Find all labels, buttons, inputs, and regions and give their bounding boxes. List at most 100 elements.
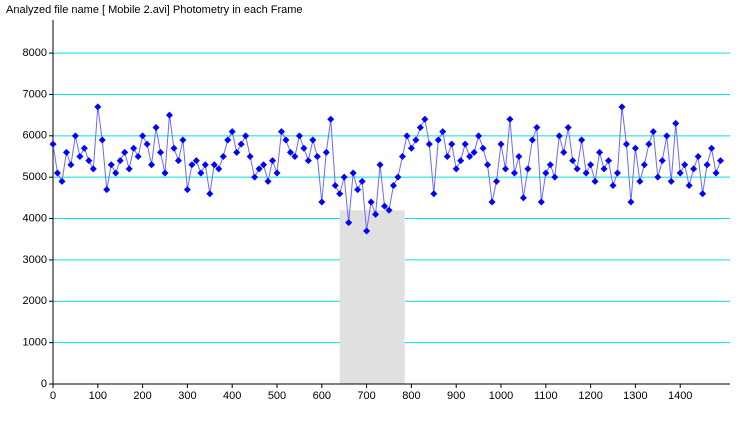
data-point bbox=[448, 140, 456, 148]
data-point bbox=[264, 177, 272, 185]
data-point bbox=[107, 161, 115, 169]
data-point bbox=[672, 119, 680, 127]
data-point bbox=[354, 186, 362, 194]
data-point bbox=[358, 177, 366, 185]
data-point bbox=[524, 165, 532, 173]
y-tick-label: 7000 bbox=[23, 88, 47, 100]
y-tick-label: 4000 bbox=[23, 212, 47, 224]
data-point bbox=[394, 173, 402, 181]
data-point bbox=[224, 136, 232, 144]
data-point bbox=[699, 190, 707, 198]
data-point bbox=[345, 219, 353, 227]
data-point bbox=[76, 153, 84, 160]
data-point bbox=[667, 177, 675, 185]
x-tick-label: 1400 bbox=[668, 390, 692, 402]
data-point bbox=[551, 173, 559, 181]
data-point bbox=[157, 148, 165, 156]
data-point bbox=[470, 148, 478, 156]
data-point bbox=[49, 140, 57, 148]
data-point bbox=[385, 206, 393, 214]
data-point bbox=[622, 140, 630, 148]
data-point bbox=[336, 190, 344, 198]
data-point bbox=[53, 169, 61, 177]
data-point bbox=[560, 148, 568, 156]
data-point bbox=[569, 157, 577, 165]
data-point bbox=[605, 157, 613, 165]
data-point bbox=[582, 169, 590, 177]
data-point bbox=[681, 161, 689, 169]
data-point bbox=[125, 165, 133, 173]
data-point bbox=[228, 128, 236, 136]
data-point bbox=[188, 161, 196, 169]
data-point bbox=[161, 169, 169, 177]
data-point bbox=[515, 153, 523, 160]
data-point bbox=[206, 190, 214, 198]
data-point bbox=[170, 144, 178, 152]
data-point bbox=[269, 157, 277, 165]
data-point bbox=[555, 132, 563, 140]
data-point bbox=[282, 136, 290, 144]
data-point bbox=[591, 177, 599, 185]
x-tick-label: 100 bbox=[89, 390, 107, 402]
data-point bbox=[318, 198, 326, 206]
data-point bbox=[618, 103, 626, 111]
data-point bbox=[197, 169, 205, 177]
data-point bbox=[134, 153, 142, 160]
x-tick-label: 1100 bbox=[534, 390, 558, 402]
data-point bbox=[389, 181, 397, 189]
data-point bbox=[367, 198, 375, 206]
x-tick-label: 0 bbox=[50, 390, 56, 402]
data-point bbox=[407, 144, 415, 152]
data-point bbox=[98, 136, 106, 144]
data-point bbox=[658, 157, 666, 165]
data-point bbox=[89, 165, 97, 173]
x-tick-label: 1200 bbox=[578, 390, 602, 402]
data-point bbox=[645, 140, 653, 148]
data-point bbox=[546, 161, 554, 169]
chart-title: Analyzed file name [ Mobile 2.avi] Photo… bbox=[6, 4, 303, 16]
data-point bbox=[613, 169, 621, 177]
data-point bbox=[542, 169, 550, 177]
data-point bbox=[493, 177, 501, 185]
data-point bbox=[717, 157, 725, 165]
y-tick-label: 1000 bbox=[23, 337, 47, 349]
data-point bbox=[233, 148, 241, 156]
data-point bbox=[510, 169, 518, 177]
data-point bbox=[434, 136, 442, 144]
data-point bbox=[636, 177, 644, 185]
data-point bbox=[676, 169, 684, 177]
data-point bbox=[322, 148, 330, 156]
data-point bbox=[430, 190, 438, 198]
data-point bbox=[537, 198, 545, 206]
y-tick-label: 2000 bbox=[23, 295, 47, 307]
data-point bbox=[573, 165, 581, 173]
series-line bbox=[52, 106, 721, 232]
data-point bbox=[174, 157, 182, 165]
data-point bbox=[251, 173, 259, 181]
data-point bbox=[600, 165, 608, 173]
data-point bbox=[466, 153, 474, 160]
data-point bbox=[85, 157, 93, 165]
data-point bbox=[183, 186, 191, 194]
data-point bbox=[291, 153, 299, 160]
y-tick-label: 8000 bbox=[23, 47, 47, 59]
data-point bbox=[210, 161, 218, 169]
data-point bbox=[112, 169, 120, 177]
data-point bbox=[179, 136, 187, 144]
y-tick-label: 0 bbox=[41, 378, 47, 390]
x-tick-label: 1000 bbox=[489, 390, 513, 402]
data-point bbox=[260, 161, 268, 169]
data-point bbox=[412, 136, 420, 144]
x-tick-label: 300 bbox=[178, 390, 196, 402]
data-point bbox=[519, 194, 527, 202]
data-point bbox=[421, 115, 429, 123]
data-point bbox=[439, 128, 447, 136]
data-point bbox=[587, 161, 595, 169]
data-point bbox=[143, 140, 151, 148]
x-tick-label: 400 bbox=[223, 390, 241, 402]
highlight-region bbox=[339, 210, 405, 384]
data-point bbox=[690, 165, 698, 173]
data-point bbox=[331, 181, 339, 189]
data-point bbox=[416, 124, 424, 132]
data-point bbox=[80, 144, 88, 152]
